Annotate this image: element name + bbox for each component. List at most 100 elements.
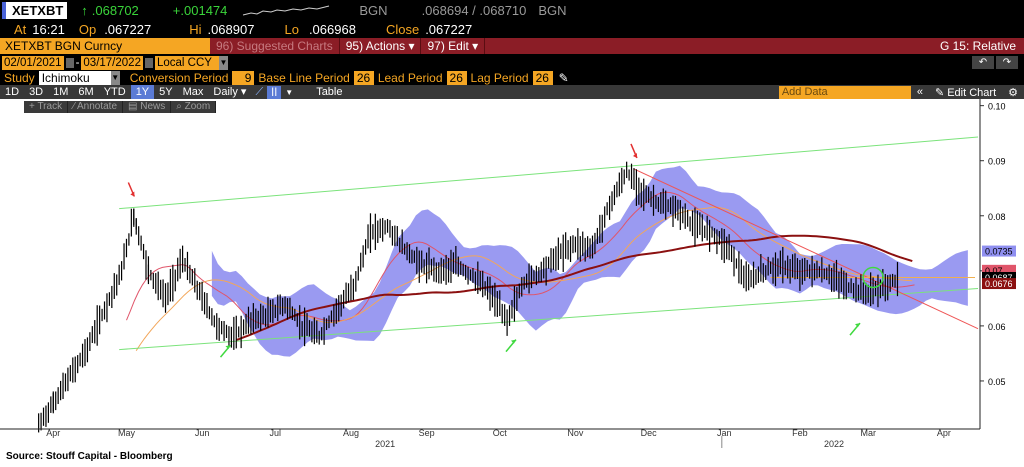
last-value-tag xyxy=(982,271,1016,283)
high-value: .068907 xyxy=(207,21,255,37)
last-value-tag xyxy=(982,245,1016,257)
period-1d[interactable]: 1D xyxy=(5,86,20,98)
x-tick-label: May xyxy=(118,428,136,438)
y-tick-label: 0.06 xyxy=(988,322,1006,332)
last-price: .068702 xyxy=(91,3,139,18)
period-1m[interactable]: 1M xyxy=(53,86,69,98)
edit-menu[interactable]: 97) Edit ▾ xyxy=(421,38,486,54)
start-date-input[interactable]: 02/01/2021 xyxy=(2,55,64,70)
period-1y[interactable]: 1Y xyxy=(130,85,155,99)
add-data-input[interactable]: Add Data xyxy=(778,85,911,99)
y-tick-label: 0.10 xyxy=(988,102,1006,112)
x-tick-label: Nov xyxy=(567,428,584,438)
x-tick-label: Sep xyxy=(419,428,435,438)
redo-icon[interactable]: ↷ xyxy=(996,56,1018,69)
title-bar: XETXBT BGN Curncy 96) Suggested Charts 9… xyxy=(0,38,1024,54)
collapse-icon[interactable]: « xyxy=(916,86,923,98)
calendar-icon[interactable] xyxy=(65,57,74,68)
line-chart-icon[interactable]: ⟋ xyxy=(255,85,264,98)
annotate-tool[interactable]: ⁄ Annotate xyxy=(68,100,124,113)
open-value: .067227 xyxy=(104,21,152,37)
lag-period-input[interactable]: 26 xyxy=(532,70,553,85)
last-value-label: 0.0735 xyxy=(985,247,1013,257)
year-label: 2022 xyxy=(824,439,844,449)
x-tick-label: Aug xyxy=(343,428,359,438)
conversion-period-input[interactable]: 9 xyxy=(232,70,255,85)
date-range-bar: 02/01/2021 - 03/17/2022 Local CCY ▼ ↶ ↷ xyxy=(0,55,1024,70)
x-tick-label: Dec xyxy=(641,428,658,438)
suggested-charts-button[interactable]: 96) Suggested Charts xyxy=(210,38,340,54)
drawing-toolbar: + Track ⁄ Annotate ▤ News ⌕ Zoom xyxy=(0,100,1024,113)
source-caption: Source: Stouff Capital - Bloomberg xyxy=(6,451,173,462)
base-line-period-input[interactable]: 26 xyxy=(353,70,374,85)
end-date-input[interactable]: 03/17/2022 xyxy=(81,55,143,70)
sparkline-icon xyxy=(243,5,330,15)
study-select[interactable]: Ichimoku xyxy=(38,70,111,85)
function-label: G 15: Relative xyxy=(939,39,1016,53)
lead-period-label: Lead Period xyxy=(377,70,443,85)
x-tick-label: Mar xyxy=(860,428,876,438)
upper-trendline xyxy=(119,136,979,210)
table-button[interactable]: Table xyxy=(316,86,343,98)
bar-chart-icon[interactable]: ⅼⅼ xyxy=(267,85,282,99)
settings-icon[interactable]: ⚙ xyxy=(1008,86,1018,99)
green-arrow-head xyxy=(510,339,516,344)
green-arrow-head xyxy=(225,345,231,350)
ohlc-bar: At 16:21 Op .067227 Hi .068907 Lo .06696… xyxy=(0,21,1024,37)
close-value: .067227 xyxy=(425,21,473,37)
zoom-tool[interactable]: ⌕ Zoom xyxy=(171,100,217,113)
x-tick-label: Apr xyxy=(46,428,60,438)
x-tick-label: Oct xyxy=(493,428,508,438)
highlight-circle xyxy=(862,266,884,289)
chevron-down-icon[interactable]: ▼ xyxy=(218,55,228,70)
last-value-label: 0.0687 xyxy=(985,273,1013,283)
quote-bar: XETXBT ↑ .068702 +.001474 BGN .068694 / … xyxy=(0,0,1024,21)
edit-chart-button[interactable]: ✎ Edit Chart xyxy=(934,86,997,99)
actions-menu[interactable]: 95) Actions ▾ xyxy=(340,38,422,54)
chevron-down-icon[interactable]: ▼ xyxy=(285,87,294,97)
x-tick-label: Jun xyxy=(195,428,210,438)
last-value-label: 0.0676 xyxy=(985,279,1013,289)
up-arrow-icon: ↑ xyxy=(81,3,88,18)
chart-toolbar: 1D 3D 1M 6M YTD 1Y 5Y Max Daily ▾ ⟋ ⅼⅼ ▼… xyxy=(0,85,1024,99)
bid-source: BGN xyxy=(359,3,388,18)
x-tick-label: Jul xyxy=(270,428,282,438)
study-params-bar: Study Ichimoku ▼ Conversion Period 9 Bas… xyxy=(0,70,1024,85)
red-arrow-head xyxy=(632,152,637,158)
net-change: +.001474 xyxy=(172,3,228,18)
x-tick-label: Apr xyxy=(937,428,951,438)
last-value-label: 0.07 xyxy=(985,266,1003,276)
period-6m[interactable]: 6M xyxy=(78,86,94,98)
ask-source: BGN xyxy=(538,3,567,18)
base-line-period-label: Base Line Period xyxy=(258,70,350,85)
pencil-icon[interactable]: ✎ xyxy=(558,70,569,85)
period-ytd[interactable]: YTD xyxy=(103,86,126,98)
low-label: Lo xyxy=(284,21,299,37)
ticker[interactable]: XETXBT xyxy=(2,2,68,19)
time-value: 16:21 xyxy=(32,21,65,37)
period-3d[interactable]: 3D xyxy=(29,86,44,98)
bid-ask: .068694 / .068710 xyxy=(421,3,527,18)
price-chart[interactable]: 0.100.090.080.070.060.050.07350.070.0687… xyxy=(0,99,1024,467)
last-value-tag xyxy=(982,264,1016,276)
security-field[interactable]: XETXBT BGN Curncy xyxy=(0,38,210,54)
lag-period-label: Lag Period xyxy=(470,70,529,85)
currency-select[interactable]: Local CCY xyxy=(154,55,219,70)
period-5y[interactable]: 5Y xyxy=(159,86,173,98)
frequency-select[interactable]: Daily ▾ xyxy=(213,86,247,98)
chevron-down-icon[interactable]: ▼ xyxy=(110,70,120,85)
close-label: Close xyxy=(385,21,420,37)
news-tool[interactable]: ▤ News xyxy=(123,100,172,113)
calendar-icon[interactable] xyxy=(144,57,153,68)
down-trendline xyxy=(633,168,979,330)
last-value-tag xyxy=(982,278,1016,290)
menu-bar: 96) Suggested Charts 95) Actions ▾ 97) E… xyxy=(210,38,1024,54)
red-arrow-head xyxy=(130,191,135,197)
chart-area[interactable]: 0.100.090.080.070.060.050.07350.070.0687… xyxy=(0,99,1024,467)
track-tool[interactable]: + Track xyxy=(24,100,69,113)
undo-icon[interactable]: ↶ xyxy=(972,56,994,69)
open-label: Op xyxy=(78,21,97,37)
lead-period-input[interactable]: 26 xyxy=(446,70,467,85)
x-tick-label: Jan xyxy=(717,428,732,438)
period-max[interactable]: Max xyxy=(182,86,204,98)
